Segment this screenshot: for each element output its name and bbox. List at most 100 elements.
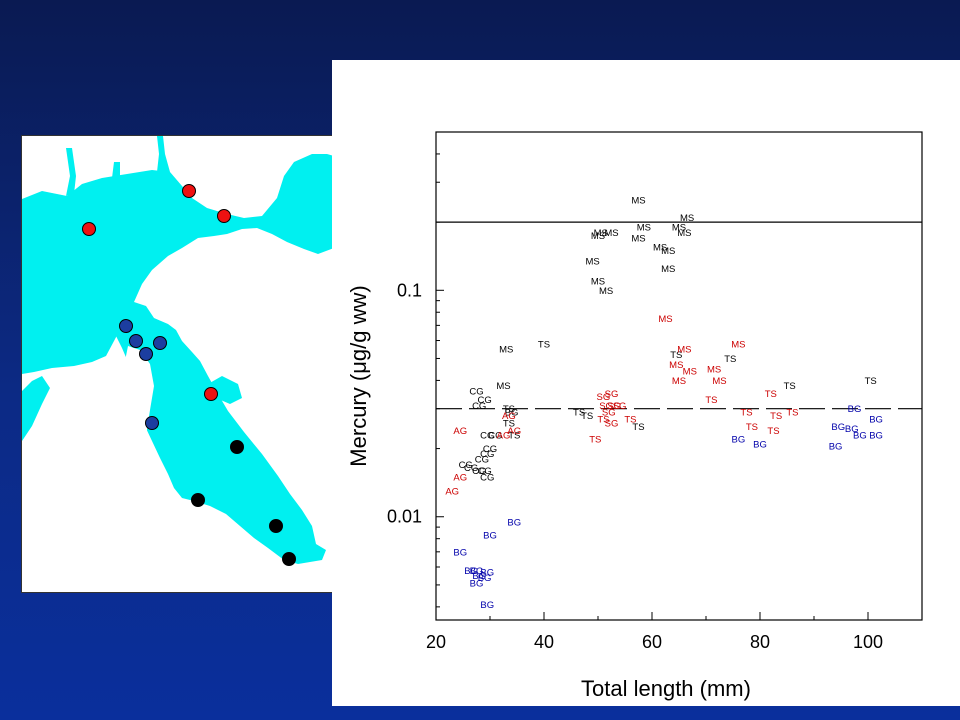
site-marker-blue [129, 334, 143, 348]
data-point-black: TS [724, 354, 736, 365]
data-point-black: CG [480, 472, 494, 483]
x-tick-label: 40 [534, 632, 554, 652]
data-point-blue: BG [732, 435, 746, 446]
data-point-black: MS [591, 276, 605, 287]
data-point-red: AG [507, 426, 521, 437]
map-svg [22, 136, 334, 566]
data-point-black: MS [496, 381, 510, 392]
site-marker-blue [119, 319, 133, 333]
data-point-black: MS [499, 345, 513, 356]
data-point-black: TS [508, 430, 520, 441]
site-marker-blue [145, 416, 159, 430]
x-axis-title: Total length (mm) [581, 676, 751, 701]
site-marker-red [82, 222, 96, 236]
north-bay-water [22, 154, 334, 374]
data-point-blue: BG [831, 422, 845, 433]
data-point-blue: BG [470, 578, 484, 589]
data-point-black: MS [585, 256, 599, 267]
data-point-blue: BG [472, 571, 486, 582]
site-marker-black [230, 440, 244, 454]
y-tick-label: 0.01 [387, 507, 422, 527]
data-point-red: TS [624, 415, 636, 426]
data-point-red: MS [658, 314, 672, 325]
x-tick-label: 80 [750, 632, 770, 652]
data-point-red: MS [669, 360, 683, 371]
data-point-blue: BG [848, 404, 862, 415]
data-point-black: CG [483, 444, 497, 455]
data-point-black: TS [503, 404, 515, 415]
data-point-red: SG [599, 401, 613, 412]
sampling-sites [82, 184, 296, 566]
data-point-blue: BG [829, 442, 843, 453]
data-point-blue: BG [869, 415, 883, 426]
data-point-red: AG [497, 430, 511, 441]
data-point-red: TS [786, 408, 798, 419]
x-axis-ticks: 20 40 60 80 100 [426, 612, 883, 652]
x-tick-label: 100 [853, 632, 883, 652]
data-point-blue: BG [483, 531, 497, 542]
data-point-red: TS [765, 389, 777, 400]
data-point-red: SG [602, 408, 616, 419]
west-coast-water [22, 376, 50, 441]
data-point-black: MS [631, 234, 645, 245]
data-point-red: MS [683, 367, 697, 378]
data-point-black: CG [475, 454, 489, 465]
data-point-blue: BG [753, 439, 767, 450]
data-point-red: TS [705, 395, 717, 406]
site-marker-black [269, 519, 283, 533]
data-point-red: MS [677, 345, 691, 356]
data-point-black: MS [599, 286, 613, 297]
data-point-red: SG [613, 401, 627, 412]
data-point-red: TS [589, 435, 601, 446]
data-point-black: MS [680, 213, 694, 224]
data-point-blue: BG [845, 424, 859, 435]
data-point-black: BG [505, 408, 519, 419]
north-channel-a [157, 136, 170, 172]
data-point-blue: BG [453, 547, 467, 558]
data-point-black: CG [488, 430, 502, 441]
data-point-black: TS [784, 381, 796, 392]
y-axis-title: Mercury (μg/g ww) [346, 285, 371, 466]
chart-panel: 20 40 60 80 100 0.01 0.1 MS MS MS MS MS MS MS MS MS MS… [332, 60, 960, 706]
data-point-red: TS [770, 411, 782, 422]
site-marker-red [204, 387, 218, 401]
data-point-black: CG [464, 463, 478, 474]
data-point-black: TS [573, 408, 585, 419]
data-point-red: AG [445, 486, 459, 497]
data-point-black: CG [480, 430, 494, 441]
site-marker-red [217, 209, 231, 223]
y-axis-ticks: 0.01 0.1 [387, 153, 444, 608]
site-marker-red [182, 184, 196, 198]
north-channel-c [112, 162, 120, 178]
data-point-red: SG [597, 392, 611, 403]
alameda-land [122, 346, 154, 466]
data-point-black: TS [538, 339, 550, 350]
data-point-red: TS [740, 408, 752, 419]
data-point-red: SG [607, 401, 621, 412]
data-point-red: TS [767, 426, 779, 437]
north-channel-b [66, 148, 76, 196]
data-point-black: TS [632, 422, 644, 433]
data-point-black: TS [503, 418, 515, 429]
data-point-black: CG [477, 466, 491, 477]
data-point-black: CG [469, 386, 483, 397]
data-point-black: TS [865, 376, 877, 387]
data-point-black: MS [661, 246, 675, 257]
bay-water [22, 136, 334, 564]
data-point-blue: BG [507, 517, 521, 528]
data-point-red: MS [672, 376, 686, 387]
data-point-red: MS [712, 376, 726, 387]
data-point-black: MS [591, 231, 605, 242]
data-point-black: MS [594, 228, 608, 239]
data-point-red: MS [707, 364, 721, 375]
data-point-black: TS [670, 350, 682, 361]
data-point-black: MS [653, 243, 667, 254]
site-marker-black [191, 493, 205, 507]
data-point-black: CG [480, 449, 494, 460]
data-point-red: TS [746, 422, 758, 433]
data-point-black: MS [631, 196, 645, 207]
data-point-red: AG [502, 411, 516, 422]
x-tick-label: 60 [642, 632, 662, 652]
